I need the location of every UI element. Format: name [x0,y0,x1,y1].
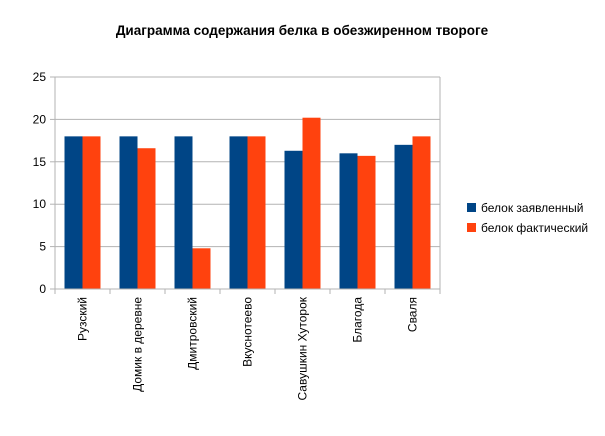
bar-declared [339,153,358,289]
x-tick-label: Рузский [76,297,90,341]
y-tick-label: 25 [33,70,47,84]
y-tick-label: 0 [39,282,46,296]
bar-declared [229,136,248,289]
chart-title: Диаграмма содержания белка в обезжиренно… [116,23,489,38]
bar-actual [82,136,101,289]
bar-declared [394,144,413,289]
bar-declared [64,136,83,289]
y-tick-label: 10 [33,197,47,211]
x-tick-label: Савушкин Хуторок [296,296,310,400]
y-tick-label: 5 [39,240,46,254]
bar-declared [119,136,138,289]
legend-swatch [467,203,476,212]
x-tick-label: Вкуснотеево [241,297,255,367]
bar-actual [247,136,266,289]
bar-actual [357,155,376,289]
bar-actual [302,117,321,289]
legend-swatch [467,223,476,232]
x-tick-label: Домик в деревне [131,297,145,392]
bar-actual [192,248,211,289]
x-tick-label: Сваля [406,297,420,332]
bar-declared [284,150,303,289]
bar-declared [174,136,193,289]
y-tick-label: 20 [33,112,47,126]
axes [50,76,441,294]
legend: белок заявленный белок фактический [467,201,588,235]
y-tick-labels: 0 5 10 15 20 25 [33,70,47,296]
x-tick-label: Благода [351,297,365,343]
x-tick-labels: Рузский Домик в деревне Дмитровский Вкуснот… [76,296,420,400]
legend-label: белок фактический [481,221,588,235]
bar-actual [412,136,431,289]
y-tick-label: 15 [33,155,47,169]
bar-actual [137,148,156,289]
bars [64,117,431,289]
x-tick-label: Дмитровский [186,297,200,370]
legend-label: белок заявленный [481,201,583,215]
